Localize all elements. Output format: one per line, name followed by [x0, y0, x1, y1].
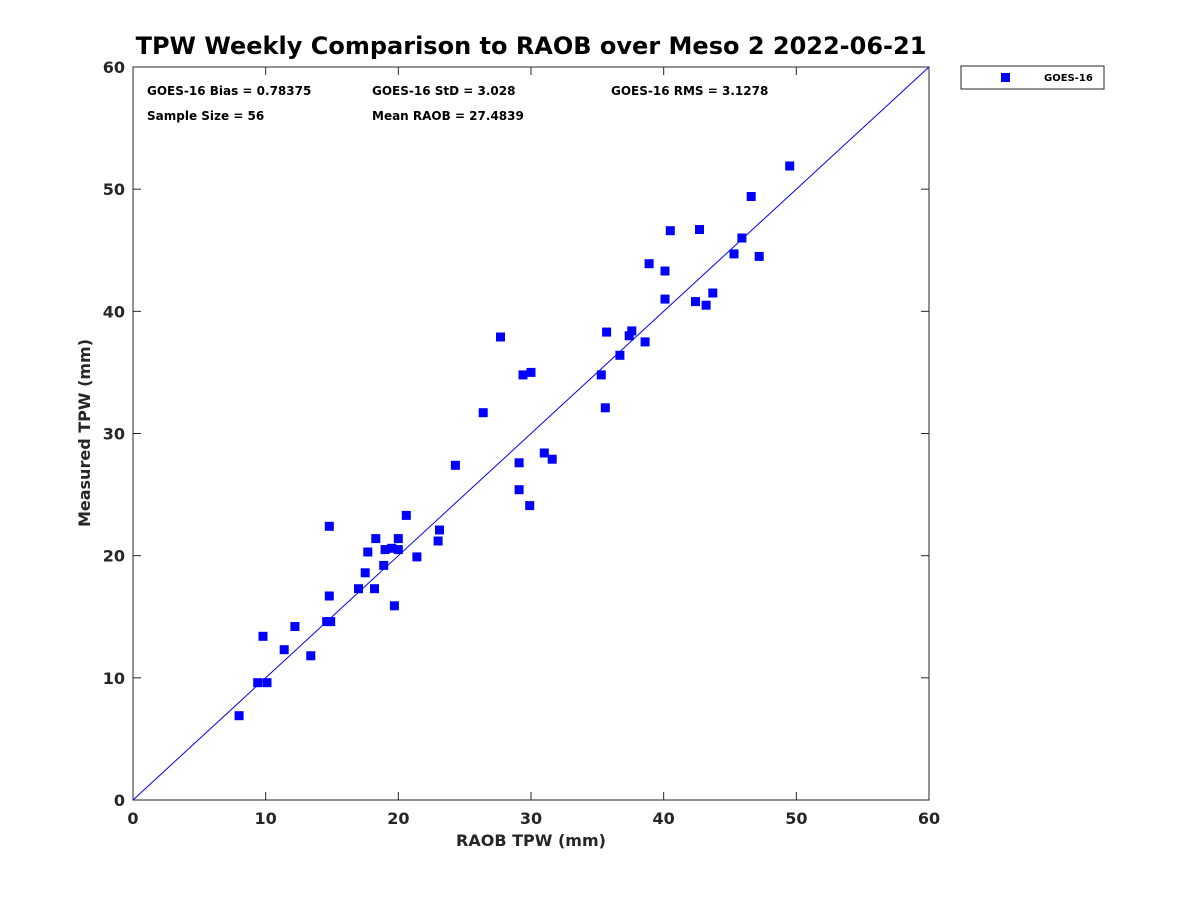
y-tick-label: 50 — [103, 180, 125, 199]
data-point — [754, 251, 764, 261]
data-point — [290, 622, 300, 631]
data-point — [785, 161, 795, 171]
data-point — [262, 678, 272, 688]
goes16-data-points — [234, 161, 795, 721]
data-point — [602, 327, 612, 337]
data-point — [665, 226, 675, 236]
y-tick-label: 0 — [114, 791, 125, 810]
data-point — [234, 711, 244, 721]
data-point — [660, 294, 670, 304]
chart-title: TPW Weekly Comparison to RAOB over Meso … — [136, 32, 927, 60]
data-point — [695, 225, 704, 234]
stat-rms: GOES-16 RMS = 3.1278 — [611, 84, 768, 98]
data-point — [640, 337, 650, 347]
x-axis-label: RAOB TPW (mm) — [456, 831, 606, 850]
data-point — [412, 552, 422, 562]
data-point — [644, 259, 654, 269]
data-point — [525, 501, 535, 511]
data-point — [478, 408, 488, 418]
y-tick-label: 10 — [103, 669, 125, 688]
x-tick-label: 10 — [255, 809, 277, 828]
data-point — [450, 460, 460, 470]
data-point — [496, 332, 505, 342]
data-point — [746, 192, 756, 201]
data-point — [253, 678, 263, 688]
stat-sample-size: Sample Size = 56 — [147, 109, 264, 123]
data-point — [624, 331, 634, 341]
data-point — [354, 584, 363, 594]
data-point — [433, 536, 443, 546]
x-tick-label: 50 — [785, 809, 807, 828]
data-point — [279, 645, 289, 655]
data-point — [737, 233, 747, 243]
y-tick-label: 20 — [103, 547, 125, 566]
legend-entry-goes16: GOES-16 — [1044, 73, 1093, 84]
data-point — [324, 591, 334, 601]
data-point — [514, 458, 524, 468]
data-point — [701, 300, 711, 310]
data-point — [660, 266, 670, 276]
stats-annotations: GOES-16 Bias = 0.78375 GOES-16 StD = 3.0… — [147, 84, 768, 123]
data-point — [363, 547, 373, 557]
y-axis-label: Measured TPW (mm) — [75, 339, 94, 527]
x-tick-label: 60 — [918, 809, 940, 828]
data-point — [627, 326, 637, 336]
x-axis: 0 10 20 30 40 50 60 — [127, 67, 940, 828]
data-point — [360, 568, 370, 578]
data-point — [258, 631, 268, 641]
data-point — [371, 534, 381, 544]
data-point — [518, 370, 528, 380]
data-point — [691, 297, 700, 307]
data-point — [547, 454, 557, 464]
data-point — [393, 534, 403, 544]
stat-std: GOES-16 StD = 3.028 — [372, 84, 515, 98]
stat-mean-raob: Mean RAOB = 27.4839 — [372, 109, 524, 123]
y-tick-label: 60 — [103, 58, 125, 77]
data-point — [514, 485, 524, 495]
data-point — [370, 584, 379, 594]
data-point — [324, 521, 334, 531]
data-point — [401, 510, 411, 520]
data-point — [435, 525, 444, 535]
x-tick-label: 20 — [387, 809, 409, 828]
data-point — [708, 288, 718, 298]
data-point — [387, 543, 397, 553]
data-point — [600, 403, 610, 413]
data-point — [379, 560, 389, 570]
x-tick-label: 40 — [653, 809, 675, 828]
legend-box — [960, 65, 1105, 90]
legend-marker-square — [1001, 73, 1010, 82]
one-to-one-reference-line — [132, 66, 930, 801]
y-tick-label: 30 — [103, 425, 125, 444]
data-point — [596, 370, 606, 380]
data-point — [729, 249, 739, 259]
data-point — [326, 617, 336, 627]
data-point — [380, 545, 390, 555]
data-point — [389, 601, 399, 611]
data-point — [306, 651, 316, 661]
y-axis: 0 10 20 30 40 50 60 — [103, 58, 929, 810]
x-tick-label: 0 — [127, 809, 138, 828]
data-point — [526, 367, 536, 377]
legend: GOES-16 — [960, 65, 1105, 90]
x-tick-label: 30 — [520, 809, 542, 828]
data-point — [615, 350, 625, 360]
stat-bias: GOES-16 Bias = 0.78375 — [147, 84, 311, 98]
data-point — [539, 448, 549, 458]
y-tick-label: 40 — [103, 302, 125, 321]
data-point — [393, 545, 403, 555]
